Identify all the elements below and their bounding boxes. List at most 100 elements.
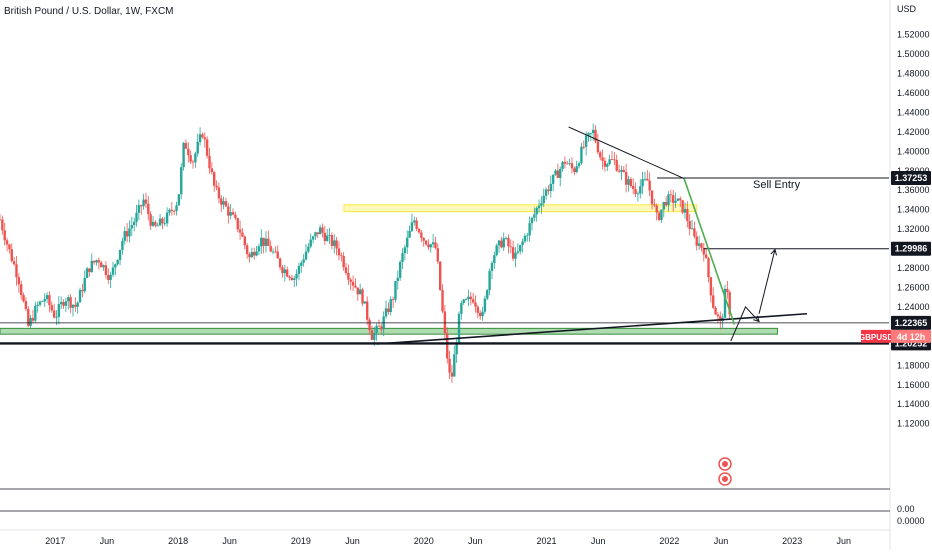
candle-body bbox=[182, 142, 185, 168]
y-tick-label: 1.24000 bbox=[897, 302, 930, 312]
candle-body bbox=[674, 200, 677, 203]
candle-body bbox=[434, 242, 437, 249]
candle-body bbox=[325, 235, 329, 241]
candle-body bbox=[509, 246, 512, 248]
candle-body bbox=[210, 168, 214, 173]
candle-body bbox=[285, 269, 289, 277]
candle-body bbox=[165, 212, 169, 224]
candle-body bbox=[662, 201, 665, 210]
candle-body bbox=[62, 302, 65, 306]
candle-body bbox=[356, 287, 359, 295]
candle-body bbox=[410, 222, 414, 231]
candle-body bbox=[368, 319, 371, 331]
candle-body bbox=[584, 135, 588, 147]
candle-body bbox=[641, 179, 644, 187]
candle-body bbox=[544, 189, 548, 196]
candle-body bbox=[577, 163, 581, 167]
time-axis[interactable]: 2017 Jun 2018 Jun 2019 Jun 2020 Jun 2021 Jun 2022 J… bbox=[45, 536, 851, 546]
candle-body bbox=[488, 270, 491, 291]
candle-body bbox=[36, 304, 39, 306]
candle-body bbox=[69, 297, 72, 308]
candle-body bbox=[655, 205, 658, 213]
candle-body bbox=[290, 277, 294, 281]
candle-body bbox=[154, 221, 157, 226]
x-tick-label: Jun bbox=[714, 536, 729, 546]
x-tick-label: Jun bbox=[345, 536, 360, 546]
y-tick-label: 1.18000 bbox=[897, 360, 930, 370]
candle-body bbox=[603, 160, 607, 167]
x-tick-label: 2021 bbox=[537, 536, 557, 546]
candle-body bbox=[712, 295, 715, 308]
candle-body bbox=[457, 313, 461, 343]
candle-body bbox=[391, 299, 395, 300]
event-marker-icon[interactable] bbox=[718, 457, 732, 471]
candle-body bbox=[620, 169, 623, 172]
x-tick-label: 2020 bbox=[414, 536, 434, 546]
candle-body bbox=[34, 305, 37, 321]
candle-body bbox=[43, 299, 46, 302]
candle-body bbox=[690, 228, 694, 230]
candle-body bbox=[580, 146, 583, 164]
candle-body bbox=[516, 251, 520, 253]
candle-body bbox=[363, 301, 367, 304]
candle-body bbox=[323, 232, 327, 241]
x-tick-label: 2022 bbox=[659, 536, 679, 546]
level-price-label: 1.29986 bbox=[895, 244, 928, 254]
candle-body bbox=[257, 246, 261, 252]
candle-body bbox=[354, 285, 357, 288]
candle-body bbox=[551, 174, 555, 184]
candle-body bbox=[24, 301, 28, 310]
candle-body bbox=[429, 244, 432, 248]
candle-body bbox=[568, 163, 571, 165]
candle-body bbox=[128, 228, 131, 237]
candle-body bbox=[542, 195, 545, 204]
x-tick-label: Jun bbox=[837, 536, 852, 546]
candle-body bbox=[64, 301, 68, 306]
arrow-head-icon bbox=[753, 315, 760, 323]
candle-body bbox=[295, 273, 298, 279]
candle-body bbox=[41, 301, 44, 303]
y-tick-label: 1.26000 bbox=[897, 283, 930, 293]
candle-body bbox=[549, 183, 553, 192]
candle-body bbox=[643, 178, 647, 180]
candle-body bbox=[422, 238, 425, 241]
candle-body bbox=[203, 137, 206, 140]
candle-body bbox=[490, 263, 494, 271]
sub-axis-tick: 0.00 bbox=[897, 504, 915, 514]
candle-body bbox=[693, 228, 696, 237]
candle-body bbox=[657, 212, 661, 220]
level-price-label: 1.37253 bbox=[895, 173, 928, 183]
candle-body bbox=[427, 244, 430, 248]
candle-body bbox=[31, 317, 35, 321]
candle-body bbox=[168, 209, 171, 213]
candle-body bbox=[229, 212, 232, 216]
candle-body bbox=[530, 217, 534, 224]
y-tick-label: 1.40000 bbox=[897, 146, 930, 156]
price-axis[interactable]: 1.52000 1.50000 1.48000 1.46000 1.44000 1.420… bbox=[897, 30, 930, 429]
level-price-label: 1.22365 bbox=[895, 318, 928, 328]
candle-body bbox=[726, 288, 729, 293]
candle-body bbox=[613, 159, 616, 161]
sub-axis-tick: 0.0000 bbox=[897, 516, 925, 526]
event-marker-icon[interactable] bbox=[718, 472, 732, 486]
candle-body bbox=[403, 247, 407, 254]
candle-body bbox=[217, 187, 221, 199]
candle-body bbox=[533, 214, 536, 218]
level-price-badge bbox=[891, 315, 931, 330]
projection-arrow bbox=[730, 306, 760, 342]
candle-body bbox=[377, 325, 381, 327]
candle-body bbox=[380, 326, 383, 330]
candle-body bbox=[243, 236, 247, 246]
candle-body bbox=[281, 267, 284, 274]
candle-body bbox=[333, 240, 336, 246]
candle-body bbox=[17, 277, 21, 285]
candle-body bbox=[27, 309, 30, 326]
candle-body bbox=[636, 193, 640, 195]
candle-body bbox=[511, 247, 515, 259]
sell-entry-label: Sell Entry bbox=[753, 179, 801, 191]
y-tick-label: 1.50000 bbox=[897, 49, 930, 59]
candle-body bbox=[163, 223, 166, 225]
candle-body bbox=[318, 227, 322, 235]
